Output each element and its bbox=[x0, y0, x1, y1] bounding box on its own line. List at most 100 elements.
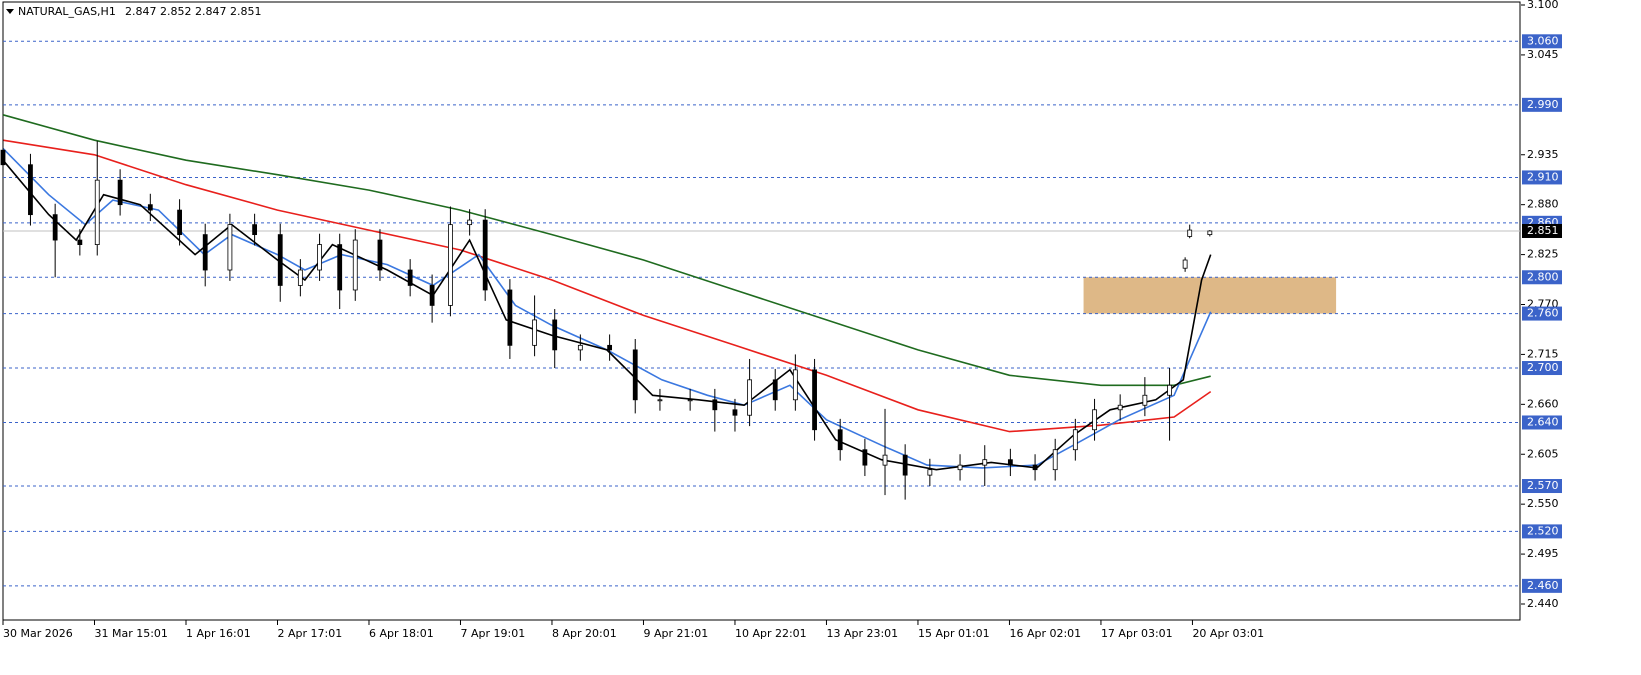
x-tick-label: 16 Apr 02:01 bbox=[1009, 627, 1081, 640]
symbol-title: NATURAL_GAS,H1 bbox=[18, 5, 116, 18]
candle-body bbox=[732, 409, 738, 416]
candle-body bbox=[77, 239, 83, 245]
candle-body bbox=[577, 344, 583, 351]
candle-body bbox=[1182, 259, 1188, 269]
header-close: 2.851 bbox=[230, 5, 262, 18]
x-tick-label: 7 Apr 19:01 bbox=[460, 627, 525, 640]
y-tick-label: 2.825 bbox=[1527, 248, 1559, 261]
y-tick-label: 2.660 bbox=[1527, 397, 1559, 410]
x-tick-label: 20 Apr 03:01 bbox=[1192, 627, 1264, 640]
y-tick-label: 2.935 bbox=[1527, 148, 1559, 161]
candle-body bbox=[1142, 394, 1148, 406]
candle-body bbox=[202, 234, 208, 271]
candle-body bbox=[792, 369, 798, 401]
y-tick-label: 3.045 bbox=[1527, 48, 1559, 61]
header-low: 2.847 bbox=[195, 5, 227, 18]
candle-body bbox=[147, 204, 153, 211]
header-high: 2.852 bbox=[160, 5, 192, 18]
level-label: 2.460 bbox=[1527, 579, 1559, 592]
candle-body bbox=[902, 454, 908, 476]
candle-body bbox=[317, 244, 322, 271]
moving-average bbox=[2, 159, 1212, 471]
candle-body bbox=[1052, 449, 1058, 471]
price-label-bg bbox=[1522, 223, 1562, 238]
level-label-bg bbox=[1522, 34, 1562, 49]
price-label: 2.851 bbox=[1527, 224, 1559, 237]
candle-body bbox=[862, 449, 868, 466]
header-open: 2.847 bbox=[125, 5, 157, 18]
candle-body bbox=[0, 149, 6, 166]
candle-body bbox=[632, 349, 638, 401]
level-label: 2.520 bbox=[1527, 524, 1559, 537]
candle-body bbox=[407, 269, 413, 286]
candle-body bbox=[657, 399, 663, 402]
menu-arrow[interactable] bbox=[6, 9, 14, 14]
candle-body bbox=[467, 219, 473, 226]
level-label: 2.760 bbox=[1527, 307, 1559, 320]
candle-body bbox=[277, 234, 283, 286]
level-label: 2.700 bbox=[1527, 361, 1559, 374]
x-tick-label: 15 Apr 01:01 bbox=[918, 627, 990, 640]
level-label: 2.800 bbox=[1527, 270, 1559, 283]
level-label: 2.570 bbox=[1527, 479, 1559, 492]
zone bbox=[1083, 277, 1337, 314]
x-tick-label: 1 Apr 16:01 bbox=[186, 627, 251, 640]
level-label: 2.990 bbox=[1527, 98, 1559, 111]
candle-body bbox=[747, 379, 753, 416]
candle-body bbox=[1007, 459, 1013, 466]
level-label-bg bbox=[1522, 524, 1562, 539]
level-label-bg bbox=[1522, 361, 1562, 376]
candle-body bbox=[448, 224, 453, 306]
candle-body bbox=[552, 319, 558, 351]
candle-body bbox=[927, 469, 933, 476]
level-label-bg bbox=[1522, 306, 1562, 321]
candle-body bbox=[52, 214, 58, 241]
x-tick-label: 2 Apr 17:01 bbox=[277, 627, 342, 640]
candle-body bbox=[607, 344, 613, 351]
candle-body bbox=[1072, 429, 1078, 451]
candle-body bbox=[117, 179, 123, 206]
candle-body bbox=[482, 219, 488, 291]
moving-average bbox=[2, 139, 1212, 433]
candle-body bbox=[1117, 404, 1123, 411]
candle-body bbox=[812, 369, 817, 431]
candle-body bbox=[772, 379, 778, 401]
level-label-bg bbox=[1522, 415, 1562, 430]
x-tick-label: 30 Mar 2026 bbox=[3, 627, 73, 640]
candle-body bbox=[1167, 384, 1172, 396]
candle-body bbox=[1187, 229, 1193, 237]
x-tick-label: 13 Apr 23:01 bbox=[826, 627, 898, 640]
candle-body bbox=[1207, 230, 1213, 236]
y-tick-label: 3.100 bbox=[1527, 0, 1559, 11]
y-tick-label: 2.605 bbox=[1527, 447, 1559, 460]
level-label-bg bbox=[1522, 170, 1562, 185]
candle-body bbox=[982, 459, 988, 466]
x-tick-label: 8 Apr 20:01 bbox=[552, 627, 617, 640]
candle-body bbox=[337, 244, 343, 291]
plot-frame bbox=[2, 1, 1521, 621]
candle-body bbox=[687, 399, 693, 402]
level-label-bg bbox=[1522, 97, 1562, 112]
x-tick-label: 10 Apr 22:01 bbox=[735, 627, 807, 640]
y-tick-label: 2.715 bbox=[1527, 347, 1559, 360]
y-tick-label: 2.440 bbox=[1527, 597, 1559, 610]
candle-body bbox=[1032, 464, 1038, 471]
x-tick-label: 9 Apr 21:01 bbox=[643, 627, 708, 640]
moving-average bbox=[2, 114, 1211, 387]
candle-body bbox=[377, 239, 383, 271]
candle-body bbox=[507, 289, 513, 346]
candle-body bbox=[429, 285, 435, 306]
level-label-bg bbox=[1522, 578, 1562, 593]
x-tick-label: 17 Apr 03:01 bbox=[1101, 627, 1173, 640]
candle-body bbox=[252, 224, 258, 236]
candle-body bbox=[352, 239, 358, 291]
level-label: 2.910 bbox=[1527, 170, 1559, 183]
x-tick-label: 6 Apr 18:01 bbox=[369, 627, 434, 640]
candle-body bbox=[712, 399, 718, 411]
candle-body bbox=[297, 269, 303, 286]
y-tick-label: 2.550 bbox=[1527, 497, 1559, 510]
candle-body bbox=[532, 319, 537, 346]
moving-average bbox=[2, 147, 1212, 469]
y-tick-label: 2.880 bbox=[1527, 198, 1559, 211]
